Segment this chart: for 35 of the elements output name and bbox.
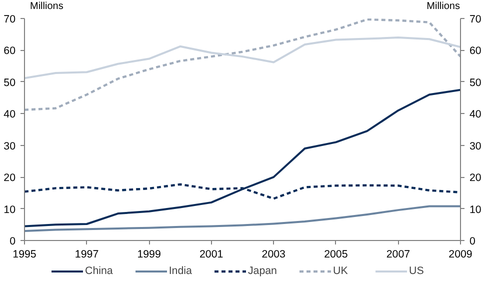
x-tick-label: 1995 [12, 248, 36, 260]
y-tick-label: 0 [10, 236, 16, 248]
y-tick-label: 70 [4, 14, 16, 26]
x-tick-label: 1997 [74, 248, 99, 260]
y2-tick-label: 30 [470, 140, 482, 152]
y-tick-label: 30 [4, 140, 16, 152]
y-axis-title: Millions [30, 0, 64, 14]
y-tick-label: 60 [4, 45, 16, 58]
y2-tick-label: 0 [470, 236, 476, 248]
y2-tick-label: 70 [470, 14, 482, 26]
legend-label: Japan [248, 265, 277, 277]
line-series [24, 36, 460, 80]
x-tick-label: 2005 [324, 248, 348, 260]
line-series [24, 18, 460, 111]
y2-tick-label: 40 [470, 108, 482, 121]
legend-label: US [409, 265, 425, 277]
line-series [24, 88, 460, 228]
x-tick-label: 1999 [137, 248, 161, 260]
y2-tick-label: 50 [470, 76, 482, 89]
x-tick-label: 2007 [386, 248, 410, 260]
y-tick-label: 40 [4, 108, 16, 121]
y2-tick-label: 60 [470, 45, 482, 58]
line-series [24, 205, 460, 232]
y2-axis-title: Millions [426, 0, 460, 14]
y2-tick-label: 20 [470, 172, 482, 184]
legend-label: UK [333, 265, 349, 277]
y-tick-label: 50 [4, 76, 16, 89]
x-tick-label: 2009 [448, 248, 472, 260]
y-tick-label: 10 [4, 204, 16, 216]
legend-label: India [168, 265, 192, 277]
x-tick-label: 2001 [200, 248, 224, 260]
y-tick-label: 20 [4, 172, 16, 184]
legend-label: China [85, 265, 113, 277]
y2-tick-label: 10 [470, 204, 482, 216]
x-tick-label: 2003 [262, 248, 286, 260]
